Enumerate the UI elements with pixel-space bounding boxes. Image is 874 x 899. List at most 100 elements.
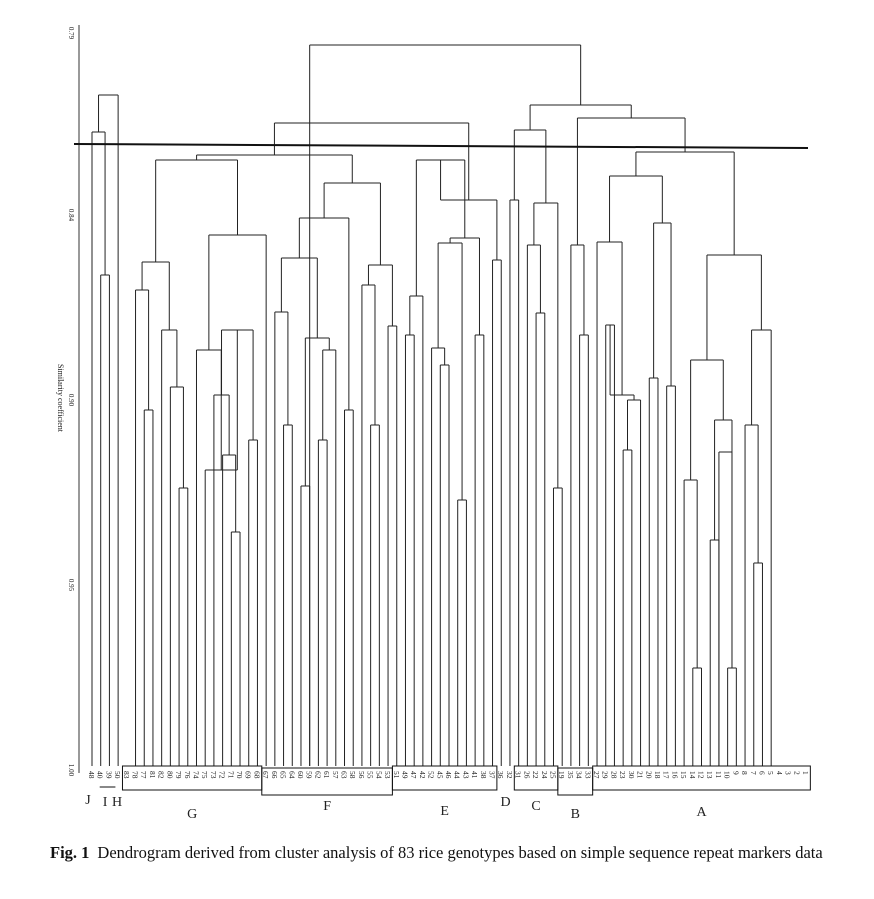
cluster-label: A xyxy=(696,805,707,820)
leaf-label: 31 xyxy=(514,771,523,779)
cluster-label: D xyxy=(501,795,511,810)
cluster-box xyxy=(391,765,498,791)
leaf-label: 76 xyxy=(183,771,192,779)
leaf-label: 45 xyxy=(435,771,444,779)
leaf-label: 44 xyxy=(453,771,462,779)
y-axis-tick-labels: 0.79 0.84 0.90 0.95 1.00 xyxy=(67,27,75,777)
leaf-label: 51 xyxy=(392,771,401,779)
leaf-label: 79 xyxy=(174,771,183,779)
leaf-label: 78 xyxy=(131,771,140,779)
leaf-label: 18 xyxy=(653,771,662,779)
cluster-box xyxy=(592,765,811,791)
figure-caption: Fig. 1 Dendrogram derived from cluster an… xyxy=(50,842,850,863)
leaf-label: 20 xyxy=(644,771,653,779)
leaf-label: 53 xyxy=(383,771,392,779)
cluster-label: J xyxy=(85,793,91,808)
leaf-label: 64 xyxy=(287,771,296,779)
leaf-label: 59 xyxy=(305,771,314,779)
leaf-label: 55 xyxy=(366,771,375,779)
leaf-label: 68 xyxy=(252,771,261,779)
leaf-label: 57 xyxy=(331,771,340,779)
leaf-label: 75 xyxy=(200,771,209,779)
leaf-label: 65 xyxy=(279,771,288,779)
leaf-label: 34 xyxy=(575,771,584,779)
leaf-label: 19 xyxy=(557,771,566,779)
leaf-label: 42 xyxy=(418,771,427,779)
leaf-label: 52 xyxy=(427,771,436,779)
figure-caption-text: Dendrogram derived from cluster analysis… xyxy=(97,843,823,862)
leaf-label: 17 xyxy=(662,771,671,779)
leaf-label: 66 xyxy=(270,771,279,779)
leaf-label: 9 xyxy=(731,771,740,775)
cluster-label: F xyxy=(323,799,331,814)
leaf-label: 11 xyxy=(714,771,723,778)
leaf-label: 26 xyxy=(522,771,531,779)
leaf-label: 2 xyxy=(792,771,801,775)
leaf-label: 21 xyxy=(636,771,645,779)
leaf-label: 14 xyxy=(688,771,697,779)
leaf-labels: 48 40 39 50 83 78 77 81 82 80 79 76 74 75 73 72 71 70 69 68… xyxy=(87,771,810,779)
y-tick-label: 0.84 xyxy=(67,209,75,222)
figure-label: Fig. 1 xyxy=(50,843,90,862)
leaf-label: 82 xyxy=(157,771,166,779)
leaf-label: 62 xyxy=(313,771,322,779)
leaf-label: 35 xyxy=(566,771,575,779)
cluster-boxes xyxy=(99,765,811,796)
cut-off-line xyxy=(73,143,809,149)
leaf-label: 38 xyxy=(479,771,488,779)
y-tick-label: 0.90 xyxy=(67,394,75,407)
leaf-label: 29 xyxy=(601,771,610,779)
cluster-labels: J I H G F E D C B A xyxy=(85,793,707,822)
leaf-label: 8 xyxy=(740,771,749,775)
leaf-label: 23 xyxy=(618,771,627,779)
leaf-label: 27 xyxy=(592,771,601,779)
y-tick-label: 1.00 xyxy=(67,764,75,777)
cluster-label: B xyxy=(571,807,580,822)
leaf-label: 1 xyxy=(801,771,810,775)
leaf-label: 39 xyxy=(104,771,113,779)
leaf-label: 50 xyxy=(113,771,122,779)
leaf-label: 41 xyxy=(470,771,479,779)
y-tick-label: 0.95 xyxy=(67,579,75,592)
leaf-label: 56 xyxy=(357,771,366,779)
leaf-label: 73 xyxy=(209,771,218,779)
leaf-label: 69 xyxy=(244,771,253,779)
leaf-label: 49 xyxy=(400,771,409,779)
leaf-label: 7 xyxy=(749,771,758,775)
y-axis-title: Similarity coefficient xyxy=(56,364,65,433)
leaf-label: 36 xyxy=(496,771,505,779)
leaf-label: 6 xyxy=(757,771,766,775)
leaf-label: 80 xyxy=(165,771,174,779)
leaf-label: 3 xyxy=(784,771,793,775)
leaf-label: 74 xyxy=(191,771,200,779)
dendrogram-tree xyxy=(91,44,772,766)
leaf-label: 40 xyxy=(96,771,105,779)
leaf-label: 24 xyxy=(540,771,549,779)
cluster-label: H xyxy=(112,795,122,810)
leaf-label: 13 xyxy=(705,771,714,779)
leaf-label: 61 xyxy=(322,771,331,779)
leaf-label: 72 xyxy=(218,771,227,779)
leaf-label: 16 xyxy=(670,771,679,779)
leaf-label: 83 xyxy=(122,771,131,779)
leaf-label: 37 xyxy=(488,771,497,779)
leaf-label: 22 xyxy=(531,771,540,779)
leaf-label: 43 xyxy=(461,771,470,779)
leaf-label: 25 xyxy=(548,771,557,779)
leaf-label: 60 xyxy=(296,771,305,779)
leaf-label: 33 xyxy=(583,771,592,779)
cluster-label: I xyxy=(103,795,108,810)
leaf-label: 30 xyxy=(627,771,636,779)
leaf-label: 58 xyxy=(348,771,357,779)
leaf-label: 70 xyxy=(235,771,244,779)
y-tick-label: 0.79 xyxy=(67,27,75,40)
leaf-label: 47 xyxy=(409,771,418,779)
leaf-label: 5 xyxy=(766,771,775,775)
cluster-label: E xyxy=(440,804,449,819)
leaf-label: 67 xyxy=(261,771,270,779)
leaf-label: 12 xyxy=(697,771,706,779)
leaf-label: 77 xyxy=(139,771,148,779)
cluster-label: C xyxy=(531,799,540,814)
leaf-label: 71 xyxy=(226,771,235,779)
